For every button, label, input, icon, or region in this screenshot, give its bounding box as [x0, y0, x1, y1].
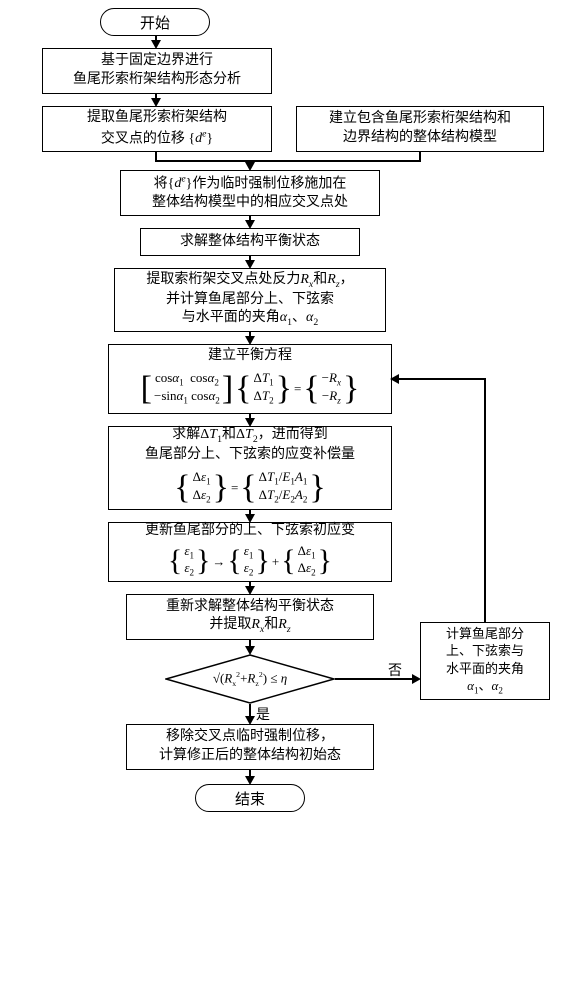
edge	[419, 152, 421, 160]
edge	[155, 160, 251, 162]
n10-line1: 移除交叉点临时强制位移，	[166, 728, 334, 747]
n1-line1: 基于固定边界进行	[101, 52, 213, 71]
n5-box: 提取索桁架交叉点处反力Rx和Rz， 并计算鱼尾部分上、下弦索 与水平面的夹角α1…	[114, 268, 386, 332]
n6-box: 建立平衡方程 [ cosα1 cosα2 −sinα1 cosα2 ] { ΔT…	[108, 344, 392, 414]
n5-line3: 与水平面的夹角α1、α2	[182, 309, 319, 329]
n2a-line1: 提取鱼尾形索桁架结构	[87, 109, 227, 128]
edge	[249, 160, 421, 162]
n2a-box: 提取鱼尾形索桁架结构 交叉点的位移 {de}	[42, 106, 272, 152]
n9-line2: 并提取Rx和Rz	[209, 616, 290, 636]
n2b-line1: 建立包含鱼尾形索桁架结构和	[329, 110, 511, 129]
start-label: 开始	[140, 12, 170, 33]
nside-line4: α1、α2	[467, 677, 503, 697]
nside-box: 计算鱼尾部分 上、下弦索与 水平面的夹角 α1、α2	[420, 622, 550, 700]
nside-line3: 水平面的夹角	[446, 660, 524, 678]
n9-line1: 重新求解整体结构平衡状态	[166, 598, 334, 617]
n3-box: 将{de}作为临时强制位移施加在 整体结构模型中的相应交叉点处	[120, 170, 380, 216]
n5-line1: 提取索桁架交叉点处反力Rx和Rz，	[146, 271, 353, 291]
end-label: 结束	[235, 788, 265, 809]
nside-line2: 上、下弦索与	[446, 642, 524, 660]
n1-line2: 鱼尾形索桁架结构形态分析	[73, 71, 241, 90]
n8-matrix: { ε1ε2 } → { ε1ε2 } + { Δε1Δε2 }	[168, 541, 332, 582]
n2b-line2: 边界结构的整体结构模型	[343, 129, 497, 148]
n8-box: 更新鱼尾部分的上、下弦索初应变 { ε1ε2 } → { ε1ε2 } + { …	[108, 522, 392, 582]
end-terminator: 结束	[195, 784, 305, 812]
edge	[396, 378, 486, 380]
edge	[484, 379, 486, 622]
n3-line2: 整体结构模型中的相应交叉点处	[152, 194, 348, 213]
n6-line1: 建立平衡方程	[208, 347, 292, 366]
n2a-line2: 交叉点的位移 {de}	[101, 128, 213, 150]
start-terminator: 开始	[100, 8, 210, 36]
n7-line1: 求解ΔT1和ΔT2，进而得到	[172, 426, 327, 446]
n10-line2: 计算修正后的整体结构初始态	[159, 747, 341, 766]
no-label: 否	[388, 660, 402, 680]
decision-diamond: √(Rx2+Rz2) ≤ η	[165, 654, 335, 704]
yes-label: 是	[256, 704, 270, 724]
edge	[335, 678, 415, 680]
n6-matrix: [ cosα1 cosα2 −sinα1 cosα2 ] { ΔT1ΔT2 } …	[141, 366, 360, 412]
decision-label: √(Rx2+Rz2) ≤ η	[165, 654, 335, 704]
n10-box: 移除交叉点临时强制位移， 计算修正后的整体结构初始态	[126, 724, 374, 770]
n2b-box: 建立包含鱼尾形索桁架结构和 边界结构的整体结构模型	[296, 106, 544, 152]
arrow	[390, 374, 399, 384]
n8-line1: 更新鱼尾部分的上、下弦索初应变	[145, 522, 355, 541]
n5-line2: 并计算鱼尾部分上、下弦索	[166, 291, 334, 310]
n7-matrix: { Δε1Δε2 } = { ΔT1/E1A1 ΔT2/E2A2 }	[174, 465, 325, 511]
n9-box: 重新求解整体结构平衡状态 并提取Rx和Rz	[126, 594, 374, 640]
n4-box: 求解整体结构平衡状态	[140, 228, 360, 256]
n7-line2: 鱼尾部分上、下弦索的应变补偿量	[145, 446, 355, 465]
n1-box: 基于固定边界进行 鱼尾形索桁架结构形态分析	[42, 48, 272, 94]
n4-line1: 求解整体结构平衡状态	[180, 233, 320, 252]
nside-line1: 计算鱼尾部分	[446, 625, 524, 643]
n7-box: 求解ΔT1和ΔT2，进而得到 鱼尾部分上、下弦索的应变补偿量 { Δε1Δε2 …	[108, 426, 392, 510]
n3-line1: 将{de}作为临时强制位移施加在	[154, 173, 347, 195]
edge	[155, 152, 157, 160]
